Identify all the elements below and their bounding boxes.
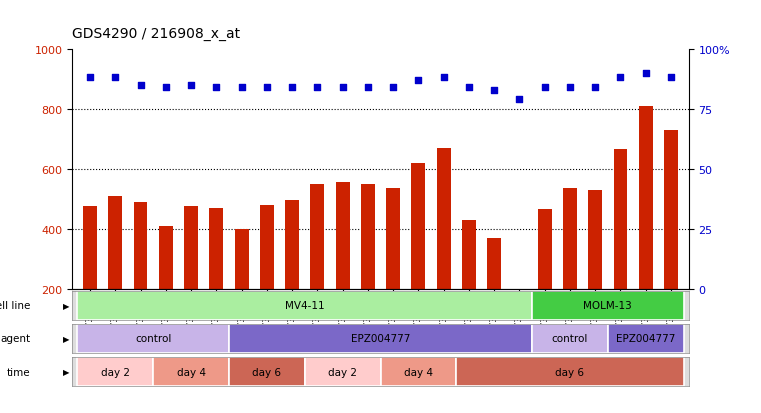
Point [135,82,147,89]
Bar [380,357,457,386]
Bar [285,201,299,349]
Point [286,85,298,91]
Text: ▶: ▶ [63,334,69,343]
Point [84,75,96,82]
Bar [304,357,380,386]
Text: day 2: day 2 [100,367,129,377]
Bar [78,324,229,353]
Bar [229,324,532,353]
Bar [608,324,683,353]
Point [160,85,172,91]
Text: day 6: day 6 [556,367,584,377]
Point [488,87,500,94]
Text: day 2: day 2 [328,367,357,377]
Text: GDS4290 / 216908_x_at: GDS4290 / 216908_x_at [72,27,240,41]
Point [640,70,652,77]
Bar [108,196,123,349]
Bar [159,226,173,349]
Bar [361,184,375,349]
Bar [209,208,223,349]
Point [261,85,273,91]
Text: ▶: ▶ [63,301,69,310]
Bar [457,357,683,386]
Text: MOLM-13: MOLM-13 [584,301,632,311]
Point [185,82,197,89]
Bar [260,205,274,349]
Text: day 6: day 6 [253,367,282,377]
Bar [153,357,229,386]
Point [336,85,349,91]
Text: EPZ004777: EPZ004777 [616,334,676,344]
Bar [487,238,501,349]
Text: EPZ004777: EPZ004777 [351,334,410,344]
Point [311,85,323,91]
Point [387,85,400,91]
Point [539,85,551,91]
Bar [664,131,678,349]
Bar [437,148,451,349]
Bar [386,189,400,349]
Bar [538,210,552,349]
Text: cell line: cell line [0,301,30,311]
Bar [532,324,608,353]
Bar [234,229,249,349]
Bar [229,357,304,386]
Point [463,85,475,91]
Point [235,85,247,91]
Text: MV4-11: MV4-11 [285,301,324,311]
Point [210,85,222,91]
Point [361,85,374,91]
Bar [134,202,148,349]
Point [514,97,526,103]
Bar [563,189,577,349]
Bar [613,150,627,349]
Bar [588,190,602,349]
Bar [638,107,653,349]
Point [109,75,121,82]
Bar [78,357,153,386]
Bar [83,207,97,349]
Text: control: control [135,334,171,344]
Point [614,75,626,82]
Text: time: time [7,367,30,377]
Text: ▶: ▶ [63,367,69,376]
Text: day 4: day 4 [404,367,433,377]
Text: day 4: day 4 [177,367,205,377]
Point [589,85,601,91]
Text: agent: agent [0,334,30,344]
Text: control: control [552,334,588,344]
Point [412,77,425,84]
Bar [184,207,198,349]
Point [438,75,450,82]
Bar [532,291,683,320]
Point [564,85,576,91]
Bar [412,163,425,349]
Bar [78,291,532,320]
Bar [336,183,349,349]
Bar [310,184,324,349]
Bar [462,220,476,349]
Point [665,75,677,82]
Bar [512,291,527,349]
